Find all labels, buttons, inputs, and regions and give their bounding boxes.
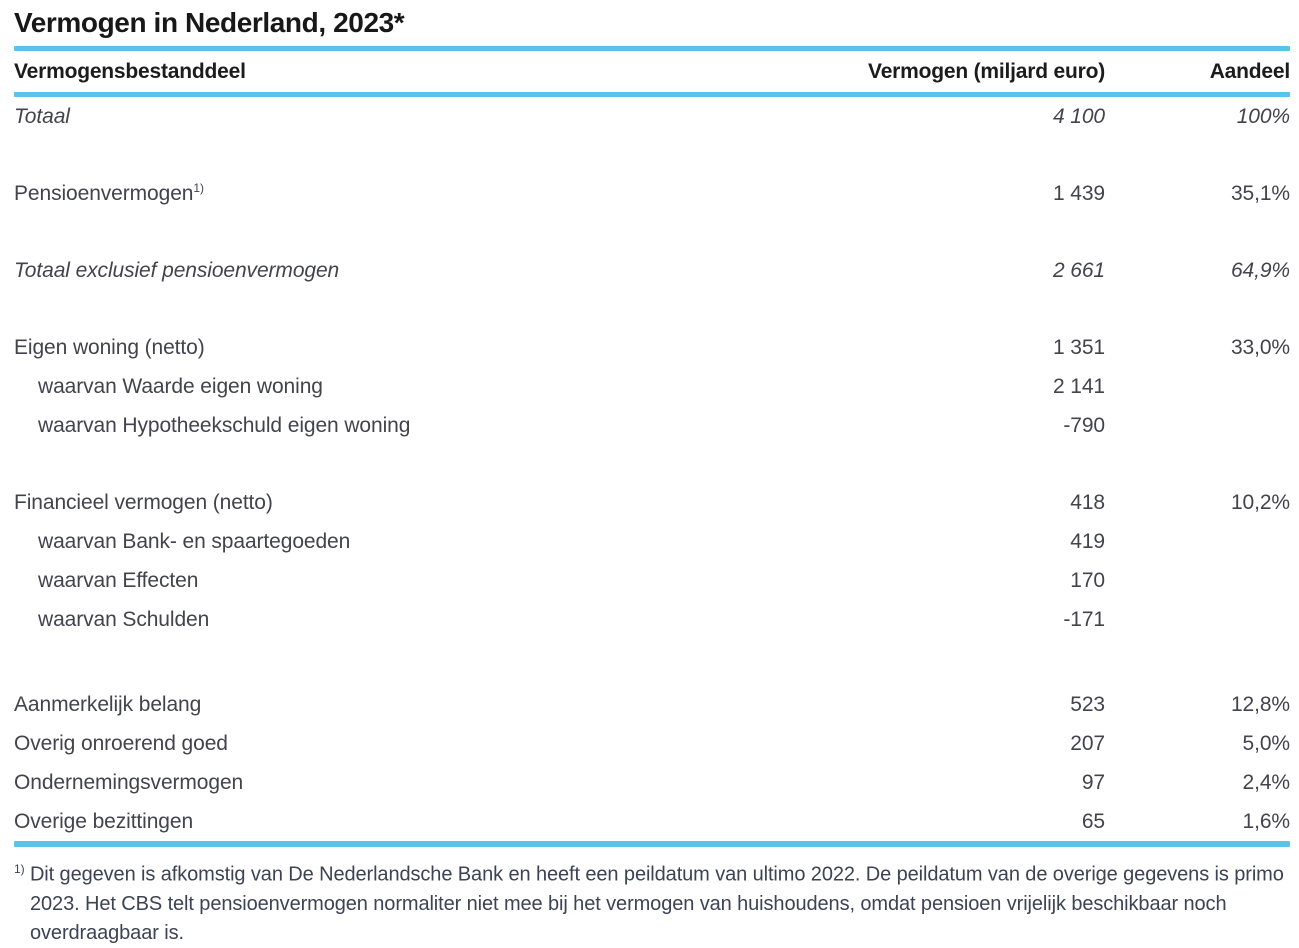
footnote-marker: 1) — [14, 862, 25, 876]
row-label: Totaal exclusief pensioenvermogen — [14, 258, 340, 282]
row-value: 97 — [1081, 770, 1105, 794]
row-value: 207 — [1070, 731, 1105, 755]
row-label: Financieel vermogen (netto) — [14, 490, 273, 514]
row-value: 1 351 — [1052, 335, 1105, 359]
row-label: waarvan Effecten — [38, 568, 199, 592]
row-share: 64,9% — [1230, 258, 1290, 282]
row-label: waarvan Hypotheekschuld eigen woning — [38, 413, 411, 437]
column-header-vermogensbestanddeel: Vermogensbestanddeel — [14, 59, 246, 83]
row-label: waarvan Waarde eigen woning — [38, 374, 323, 398]
row-label: Pensioenvermogen1) — [14, 181, 205, 205]
column-header-aandeel: Aandeel — [1209, 59, 1290, 83]
row-value: 65 — [1081, 809, 1105, 833]
row-value: 418 — [1070, 490, 1105, 514]
table-row-overig-onroerend-goed: Overig onroerend goed 207 5,0% — [14, 724, 1290, 763]
footnote-reference: 1) — [193, 181, 205, 195]
row-label: waarvan Bank- en spaartegoeden — [38, 529, 351, 553]
row-share: 12,8% — [1230, 692, 1290, 716]
row-share: 100% — [1236, 104, 1290, 128]
row-label: Aanmerkelijk belang — [14, 692, 202, 716]
row-value: 523 — [1070, 692, 1105, 716]
table-row-totaal: Totaal 4 100 100% — [14, 97, 1290, 136]
row-share: 1,6% — [1242, 809, 1291, 833]
row-share: 35,1% — [1230, 181, 1290, 205]
row-label: waarvan Schulden — [38, 607, 210, 631]
row-value: 2 141 — [1052, 374, 1105, 398]
row-value: 1 439 — [1052, 181, 1105, 205]
table-row-waarde-eigen-woning: waarvan Waarde eigen woning 2 141 — [14, 367, 1290, 406]
row-value: 4 100 — [1052, 104, 1105, 128]
row-share: 2,4% — [1242, 770, 1291, 794]
table-row-aanmerkelijk-belang: Aanmerkelijk belang 523 12,8% — [14, 685, 1290, 724]
table-row-financieel-vermogen: Financieel vermogen (netto) 418 10,2% — [14, 483, 1290, 522]
table-row-pensioenvermogen: Pensioenvermogen1) 1 439 35,1% — [14, 174, 1290, 213]
table-row-hypotheekschuld: waarvan Hypotheekschuld eigen woning -79… — [14, 406, 1290, 445]
row-label: Overig onroerend goed — [14, 731, 228, 755]
table-row-eigen-woning: Eigen woning (netto) 1 351 33,0% — [14, 328, 1290, 367]
row-label: Overige bezittingen — [14, 809, 194, 833]
table-row-bank-spaartegoeden: waarvan Bank- en spaartegoeden 419 — [14, 522, 1290, 561]
footnote: 1) Dit gegeven is afkomstig van De Neder… — [14, 855, 1290, 948]
row-label: Eigen woning (netto) — [14, 335, 205, 359]
table-row-totaal-exclusief: Totaal exclusief pensioenvermogen 2 661 … — [14, 251, 1290, 290]
row-value: 419 — [1070, 529, 1105, 553]
row-share: 5,0% — [1242, 731, 1291, 755]
table-row-ondernemingsvermogen: Ondernemingsvermogen 97 2,4% — [14, 763, 1290, 802]
table-row-effecten: waarvan Effecten 170 — [14, 561, 1290, 600]
row-share: 10,2% — [1230, 490, 1290, 514]
table-row-schulden: waarvan Schulden -171 — [14, 600, 1290, 639]
table-row-overige-bezittingen: Overige bezittingen 65 1,6% — [14, 802, 1290, 841]
footnote-text: Dit gegeven is afkomstig van De Nederlan… — [29, 863, 1284, 944]
page-title: Vermogen in Nederland, 2023* — [14, 7, 405, 38]
row-value: -790 — [1063, 413, 1105, 437]
header-divider — [14, 92, 1290, 97]
table-bottom-divider — [14, 841, 1290, 847]
row-share: 33,0% — [1230, 335, 1290, 359]
title-divider — [14, 46, 1290, 51]
row-value: 2 661 — [1052, 258, 1105, 282]
column-header-vermogen: Vermogen (miljard euro) — [868, 59, 1105, 83]
row-label: Ondernemingsvermogen — [14, 770, 244, 794]
row-value: 170 — [1070, 568, 1105, 592]
row-label: Totaal — [14, 104, 70, 128]
table-header-row: Vermogensbestanddeel Vermogen (miljard e… — [14, 51, 1290, 92]
row-value: -171 — [1063, 607, 1105, 631]
